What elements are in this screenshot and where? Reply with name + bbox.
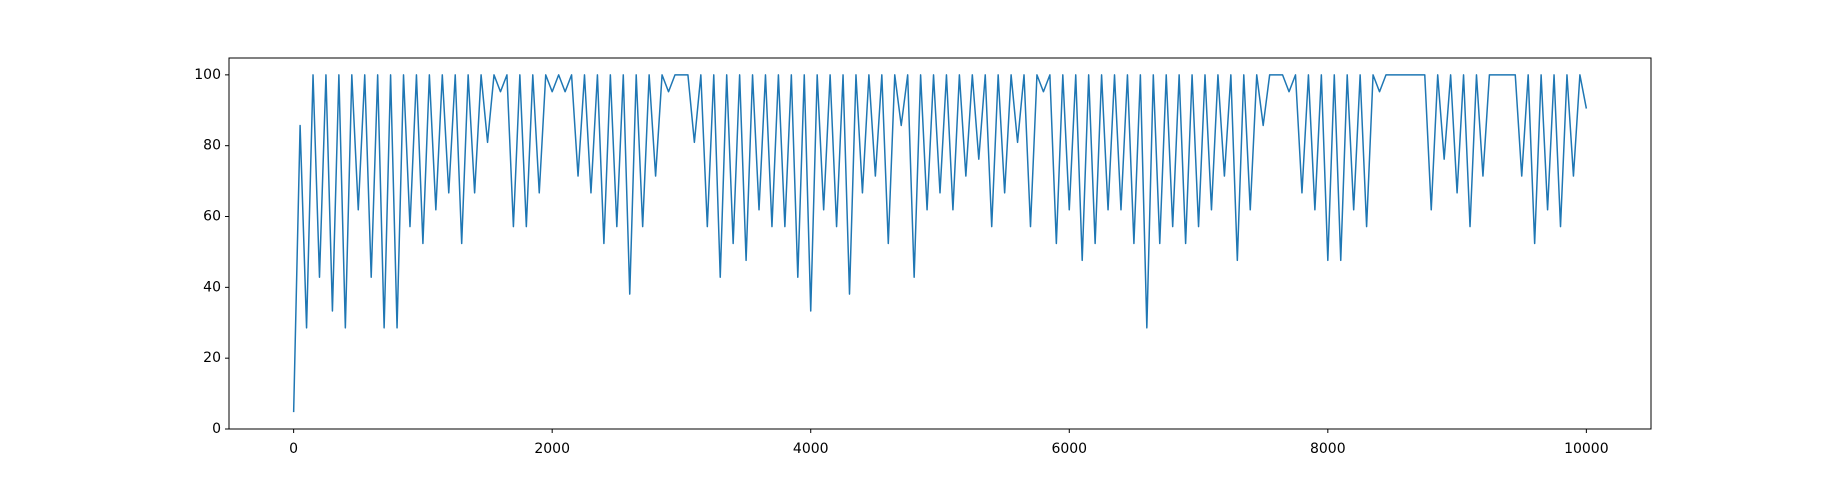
x-tick-label: 8000 (1310, 441, 1346, 457)
data-line (292, 74, 1588, 413)
y-tick-label: 80 (203, 138, 221, 154)
x-tick-label: 6000 (1051, 441, 1087, 457)
x-tick-label: 2000 (534, 441, 570, 457)
y-tick-label: 100 (194, 67, 221, 83)
y-tick-label: 40 (203, 279, 221, 295)
y-tick-label: 60 (203, 209, 221, 225)
axes-frame (228, 57, 1652, 430)
y-tick-label: 20 (203, 350, 221, 366)
x-tick-label: 0 (289, 441, 298, 457)
x-tick-label: 4000 (793, 441, 829, 457)
x-tick-label: 10000 (1564, 441, 1609, 457)
y-tick-label: 0 (212, 421, 221, 437)
